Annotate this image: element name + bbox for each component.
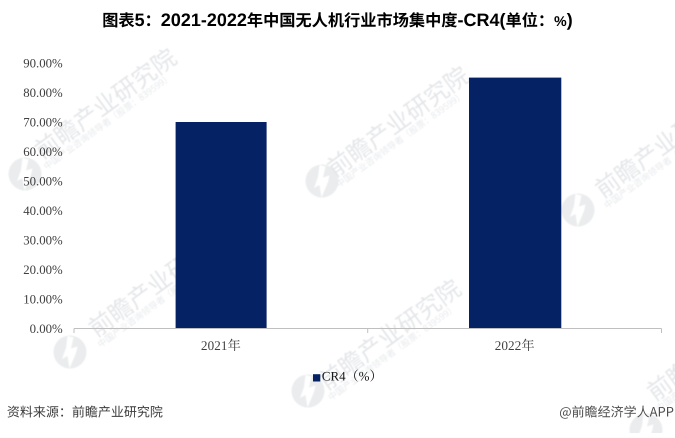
svg-text:60.00%: 60.00% xyxy=(23,145,63,159)
svg-text:50.00%: 50.00% xyxy=(23,175,63,189)
svg-text:20.00%: 20.00% xyxy=(23,263,63,277)
svg-text:0.00%: 0.00% xyxy=(30,322,63,336)
svg-text:40.00%: 40.00% xyxy=(23,204,63,218)
svg-text:70.00%: 70.00% xyxy=(23,116,63,130)
svg-text:90.00%: 90.00% xyxy=(23,57,63,71)
svg-text:10.00%: 10.00% xyxy=(23,293,63,307)
svg-text:30.00%: 30.00% xyxy=(23,234,63,248)
svg-text:80.00%: 80.00% xyxy=(23,86,63,100)
